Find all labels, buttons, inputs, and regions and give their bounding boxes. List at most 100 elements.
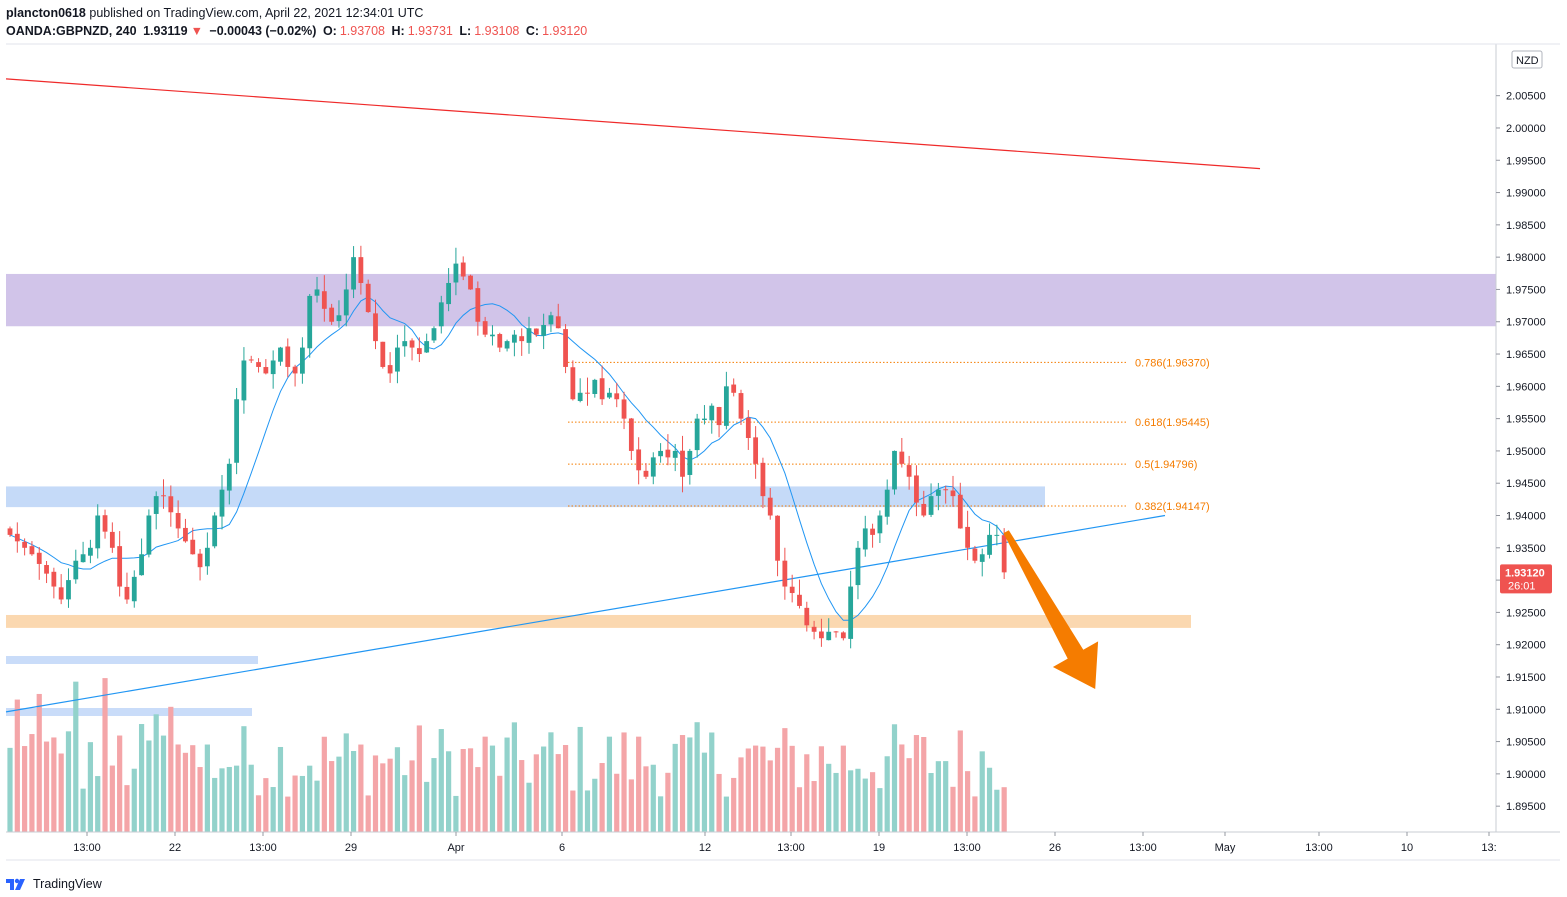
candle[interactable]: [650, 452, 656, 485]
candle[interactable]: [848, 570, 854, 649]
candle[interactable]: [694, 413, 700, 458]
candle[interactable]: [833, 630, 839, 638]
candle[interactable]: [234, 387, 240, 475]
candle[interactable]: [373, 299, 378, 350]
currency-badge[interactable]: [1511, 50, 1543, 69]
candle[interactable]: [738, 389, 744, 425]
candle[interactable]: [446, 268, 451, 312]
candle[interactable]: [797, 579, 802, 609]
candle[interactable]: [44, 560, 49, 584]
brand-name[interactable]: TradingView: [33, 877, 102, 891]
candle[interactable]: [943, 485, 949, 504]
candle[interactable]: [585, 377, 590, 406]
candle[interactable]: [365, 279, 371, 313]
candle[interactable]: [935, 482, 941, 511]
candle[interactable]: [468, 274, 473, 290]
candle[interactable]: [511, 330, 517, 357]
author-name[interactable]: plancton0618: [6, 6, 86, 20]
candle[interactable]: [307, 294, 313, 358]
candle[interactable]: [636, 437, 642, 485]
candle[interactable]: [263, 359, 269, 375]
candle[interactable]: [124, 572, 130, 604]
candle[interactable]: [541, 313, 547, 350]
candle[interactable]: [921, 490, 927, 518]
candle[interactable]: [300, 337, 305, 384]
candle[interactable]: [336, 300, 342, 328]
candle[interactable]: [475, 281, 481, 336]
candle[interactable]: [775, 515, 780, 577]
candle[interactable]: [607, 387, 612, 399]
candle[interactable]: [979, 548, 985, 577]
candle[interactable]: [972, 545, 978, 564]
candle[interactable]: [672, 443, 678, 472]
candle[interactable]: [183, 518, 188, 543]
candle[interactable]: [58, 574, 64, 605]
candle[interactable]: [533, 328, 539, 337]
candle[interactable]: [285, 338, 291, 378]
candle[interactable]: [453, 247, 459, 296]
candle[interactable]: [292, 364, 298, 387]
candle[interactable]: [131, 570, 137, 608]
candle[interactable]: [680, 435, 685, 493]
candle[interactable]: [914, 465, 919, 517]
candle[interactable]: [526, 316, 532, 354]
candle[interactable]: [14, 522, 20, 553]
candle[interactable]: [840, 631, 846, 641]
candle[interactable]: [709, 403, 715, 434]
candle[interactable]: [628, 417, 634, 461]
candle[interactable]: [168, 485, 174, 527]
candle[interactable]: [519, 328, 525, 356]
candle[interactable]: [431, 326, 437, 343]
candle[interactable]: [906, 455, 912, 490]
candle[interactable]: [811, 620, 817, 640]
candle[interactable]: [29, 541, 35, 556]
candle[interactable]: [395, 334, 400, 384]
candle[interactable]: [745, 410, 751, 450]
candle[interactable]: [665, 434, 671, 466]
candle[interactable]: [139, 538, 144, 576]
candle[interactable]: [482, 316, 488, 338]
candle[interactable]: [387, 352, 393, 383]
candle[interactable]: [892, 450, 897, 495]
candle[interactable]: [424, 333, 430, 353]
candle[interactable]: [204, 532, 210, 575]
candle[interactable]: [343, 273, 349, 327]
candle[interactable]: [702, 405, 707, 425]
candle[interactable]: [248, 355, 254, 363]
bearish-arrow-icon[interactable]: [1003, 530, 1099, 689]
candle[interactable]: [460, 256, 466, 281]
candle[interactable]: [380, 341, 386, 369]
candle[interactable]: [987, 523, 992, 559]
candle[interactable]: [957, 482, 963, 529]
candle[interactable]: [73, 549, 79, 584]
candle[interactable]: [877, 510, 883, 543]
candle[interactable]: [109, 522, 115, 553]
candle[interactable]: [36, 547, 42, 580]
candle[interactable]: [599, 365, 605, 405]
candle[interactable]: [870, 523, 875, 548]
candle[interactable]: [804, 601, 810, 632]
candle[interactable]: [767, 487, 773, 520]
candle[interactable]: [731, 378, 737, 397]
candle[interactable]: [95, 504, 101, 559]
candle[interactable]: [241, 347, 247, 414]
candle[interactable]: [153, 491, 159, 530]
candle[interactable]: [504, 339, 510, 352]
candle[interactable]: [950, 475, 956, 507]
candle[interactable]: [563, 324, 568, 374]
candle[interactable]: [270, 350, 276, 389]
candle[interactable]: [314, 276, 320, 303]
candle[interactable]: [66, 568, 71, 608]
candle[interactable]: [161, 479, 166, 509]
candle[interactable]: [175, 500, 181, 539]
candle[interactable]: [358, 245, 364, 295]
candle[interactable]: [497, 332, 503, 353]
candle[interactable]: [256, 358, 261, 373]
candle[interactable]: [190, 527, 196, 555]
candle[interactable]: [862, 515, 868, 557]
candle[interactable]: [22, 538, 28, 556]
candle[interactable]: [614, 382, 620, 408]
candle[interactable]: [716, 406, 722, 438]
candle[interactable]: [621, 391, 627, 430]
